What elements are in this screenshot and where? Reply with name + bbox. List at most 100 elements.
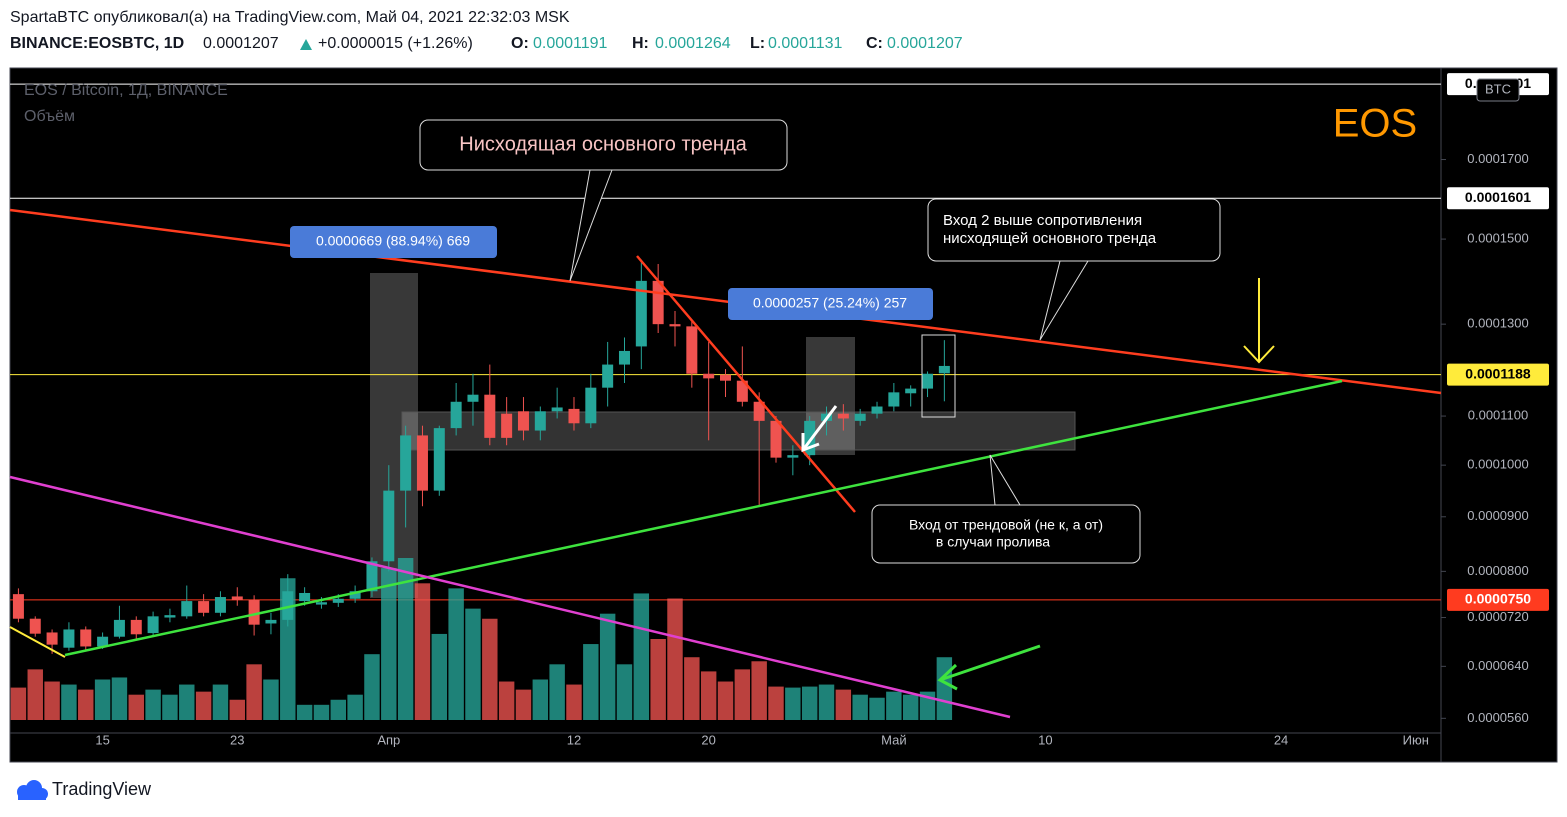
volume-bar bbox=[78, 689, 94, 720]
volume-bar bbox=[364, 654, 380, 720]
volume-bar bbox=[599, 613, 616, 720]
price-label: 0.0000750 bbox=[1465, 591, 1531, 607]
chart-frame bbox=[9, 67, 1558, 763]
volume-bar bbox=[330, 699, 347, 720]
candle-body bbox=[669, 324, 681, 327]
candle-body bbox=[282, 591, 294, 620]
trend-line bbox=[636, 255, 856, 513]
candle-body bbox=[938, 365, 950, 374]
volume-bar bbox=[515, 689, 532, 720]
candle-body bbox=[585, 387, 597, 424]
volume-bar bbox=[195, 691, 212, 720]
brand: TradingView bbox=[52, 779, 152, 799]
price-label: 0.0001188 bbox=[1465, 365, 1531, 381]
logo bbox=[17, 780, 48, 800]
volume-bar bbox=[498, 681, 515, 720]
candle-body bbox=[787, 455, 799, 458]
volume-bar bbox=[684, 657, 700, 720]
trend-line bbox=[9, 208, 1442, 395]
drawings: 0.0000669 (88.94%) 669 0.0000257 (25.24%… bbox=[9, 119, 1442, 719]
volume-bar bbox=[566, 684, 582, 720]
y-tick-label: 0.0000560 bbox=[1467, 710, 1528, 725]
volume-bar bbox=[852, 694, 868, 720]
candle-body bbox=[501, 413, 513, 438]
o-label: O: bbox=[511, 35, 529, 52]
x-tick-label: 12 bbox=[567, 732, 581, 747]
callout bbox=[927, 198, 1221, 262]
y-tick-label: 0.0001000 bbox=[1467, 457, 1528, 472]
volume-label: Объём bbox=[24, 108, 75, 125]
last-price: 0.0001207 bbox=[203, 35, 279, 52]
volume-bar bbox=[751, 661, 767, 720]
arrow bbox=[801, 405, 838, 453]
candle-body bbox=[686, 326, 698, 374]
volume-bar bbox=[414, 583, 431, 720]
callout-text: Вход от трендовой (не к, а от) bbox=[909, 517, 1103, 533]
y-tick-label: 0.0000640 bbox=[1467, 658, 1528, 673]
volume-bar bbox=[818, 684, 835, 720]
legend-title: EOS / Bitcoin, 1Д, BINANCE bbox=[24, 82, 228, 99]
volume-bar bbox=[936, 657, 953, 720]
c-value: 0.0001207 bbox=[887, 35, 963, 52]
candle-body bbox=[29, 618, 41, 634]
callout-pointer bbox=[569, 169, 613, 282]
candle-body bbox=[703, 373, 715, 379]
candle-body bbox=[299, 592, 311, 602]
candle-body bbox=[46, 632, 58, 645]
candle-body bbox=[568, 408, 580, 424]
candle-body bbox=[922, 373, 934, 389]
y-tick-label: 0.0001100 bbox=[1468, 408, 1529, 423]
author-line: SpartaBTC опубликовал(а) на TradingView.… bbox=[10, 9, 570, 26]
volume-bar bbox=[94, 679, 111, 720]
watermark: EOS bbox=[1333, 102, 1417, 146]
volume-bar bbox=[835, 689, 852, 720]
y-tick-label: 0.0001700 bbox=[1467, 151, 1528, 166]
volume-bar bbox=[482, 618, 498, 720]
volume-bar bbox=[347, 694, 363, 720]
measure-label bbox=[728, 288, 933, 320]
callout-pointer bbox=[989, 454, 1021, 506]
volume-bar bbox=[27, 669, 43, 720]
candle-body bbox=[164, 615, 176, 618]
callout bbox=[871, 504, 1141, 564]
x-tick-label: 24 bbox=[1274, 732, 1288, 747]
currency-badge bbox=[1476, 78, 1520, 102]
l-label: L: bbox=[750, 35, 765, 52]
x-tick-label: Апр bbox=[377, 732, 400, 747]
candle-body bbox=[416, 435, 428, 491]
candle-body bbox=[366, 561, 378, 592]
volume-bar bbox=[313, 704, 330, 720]
candle-body bbox=[517, 411, 529, 431]
volume-bar bbox=[10, 687, 27, 720]
volume-bar bbox=[667, 598, 683, 720]
candle-body bbox=[400, 435, 412, 491]
callout-text: Нисходящая основного тренда bbox=[459, 133, 747, 155]
volume-bar bbox=[212, 684, 229, 720]
x-tick-label: 15 bbox=[95, 732, 109, 747]
h-value: 0.0001264 bbox=[655, 35, 731, 52]
candle-body bbox=[770, 420, 782, 458]
candle-body bbox=[315, 602, 327, 605]
candle-body bbox=[198, 601, 210, 613]
l-value: 0.0001131 bbox=[768, 35, 843, 52]
volume-bar bbox=[869, 697, 885, 720]
volume-bar bbox=[583, 644, 599, 720]
price-label-box bbox=[1447, 363, 1549, 386]
c-label: C: bbox=[866, 35, 883, 52]
callout-pointer bbox=[1039, 260, 1089, 341]
price-label-box bbox=[1447, 187, 1549, 210]
arrow bbox=[937, 644, 1041, 691]
candle-body bbox=[837, 413, 849, 419]
candle-body bbox=[753, 401, 765, 421]
candle-body bbox=[181, 601, 193, 617]
candle-body bbox=[383, 490, 395, 562]
candle-body bbox=[635, 280, 647, 347]
candle-body bbox=[551, 407, 563, 412]
volume-bar bbox=[246, 664, 262, 720]
candle-body bbox=[248, 599, 260, 625]
volume-bar bbox=[549, 664, 565, 720]
h-label: H: bbox=[632, 35, 649, 52]
candle-body bbox=[736, 380, 748, 402]
candle-body bbox=[332, 598, 344, 603]
candle-body bbox=[231, 596, 243, 600]
